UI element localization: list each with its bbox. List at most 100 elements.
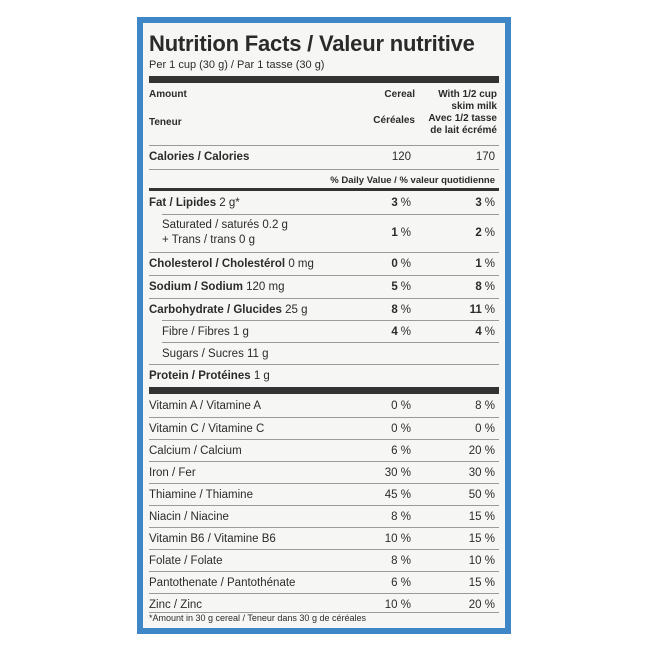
percent-sign: % bbox=[400, 257, 411, 270]
vitamin-milk: 20 % bbox=[468, 598, 495, 611]
nutrient-row-sodium: Sodium / Sodium 120 mg 5% 8% bbox=[149, 276, 499, 297]
vitamin-label: Vitamin C / Vitamine C bbox=[149, 422, 265, 435]
vitamin-label: Zinc / Zinc bbox=[149, 598, 203, 611]
vitamin-label: Vitamin B6 / Vitamine B6 bbox=[149, 532, 276, 545]
vitamin-milk: 15 % bbox=[468, 576, 495, 589]
divider bbox=[149, 298, 499, 299]
vitamin-cereal: 0 % bbox=[391, 422, 411, 435]
nutrient-row-cholesterol: Cholesterol / Cholestérol 0 mg 0% 1% bbox=[149, 253, 499, 274]
sodium-milk-dv: 8 bbox=[475, 280, 482, 293]
vitamin-cereal: 6 % bbox=[391, 576, 411, 589]
divider bbox=[149, 527, 499, 528]
sodium-label: Sodium / Sodium bbox=[149, 280, 243, 293]
percent-sign: % bbox=[484, 196, 495, 209]
cereal-header-en: Cereal bbox=[384, 89, 415, 100]
fibre-milk-dv: 4 bbox=[475, 325, 482, 338]
cereal-column-header: Cereal Céréales bbox=[373, 89, 415, 127]
calories-cereal: 120 bbox=[391, 150, 411, 163]
vitamin-milk: 15 % bbox=[468, 510, 495, 523]
milk-column-header: With 1/2 cup skim milk Avec 1/2 tasse de… bbox=[428, 89, 497, 137]
calories-row: Calories / Calories 120 170 bbox=[149, 146, 499, 167]
vitamin-cereal: 6 % bbox=[391, 444, 411, 457]
percent-sign: % bbox=[400, 303, 411, 316]
divider bbox=[149, 549, 499, 550]
nutrient-row-protein: Protein / Protéines 1 g bbox=[149, 365, 499, 386]
sugars-label: Sugars / Sucres 11 g bbox=[162, 347, 269, 360]
vitamin-row: Niacin / Niacine 8 % 15 % bbox=[149, 506, 499, 527]
nutrition-label-border: Nutrition Facts / Valeur nutritive Per 1… bbox=[137, 17, 511, 634]
vitamin-label: Iron / Fer bbox=[149, 466, 196, 479]
carbohydrate-milk-dv: 11 bbox=[469, 303, 482, 316]
sodium-amount: 120 mg bbox=[246, 280, 285, 293]
divider bbox=[149, 275, 499, 276]
divider bbox=[149, 505, 499, 506]
divider bbox=[162, 320, 499, 321]
thick-divider-top bbox=[149, 76, 499, 83]
carbohydrate-label: Carbohydrate / Glucides bbox=[149, 303, 282, 316]
vitamin-row: Iron / Fer 30 % 30 % bbox=[149, 462, 499, 483]
carbohydrate-amount: 25 g bbox=[285, 303, 308, 316]
vitamin-row: Folate / Folate 8 % 10 % bbox=[149, 550, 499, 571]
vitamin-row: Vitamin A / Vitamine A 0 % 8 % bbox=[149, 395, 499, 416]
nutrient-row-fibre: Fibre / Fibres 1 g 4% 4% bbox=[149, 321, 499, 342]
vitamin-cereal: 45 % bbox=[384, 488, 411, 501]
divider bbox=[149, 571, 499, 572]
nutrient-row-sugars: Sugars / Sucres 11 g bbox=[149, 343, 499, 364]
vitamin-row: Pantothenate / Pantothénate 6 % 15 % bbox=[149, 572, 499, 593]
divider bbox=[149, 593, 499, 594]
vitamin-row: Thiamine / Thiamine 45 % 50 % bbox=[149, 484, 499, 505]
percent-sign: % bbox=[400, 227, 411, 239]
divider bbox=[149, 169, 499, 170]
percent-sign: % bbox=[484, 325, 495, 338]
protein-label: Protein / Protéines bbox=[149, 369, 251, 382]
medium-divider bbox=[149, 188, 499, 191]
calories-label: Calories / Calories bbox=[149, 150, 250, 163]
amount-header: Amount bbox=[149, 89, 187, 100]
divider bbox=[149, 364, 499, 365]
milk-header-line3: Avec 1/2 tasse bbox=[428, 113, 497, 124]
nutrition-facts-panel: Nutrition Facts / Valeur nutritive Per 1… bbox=[143, 23, 505, 628]
vitamin-label: Vitamin A / Vitamine A bbox=[149, 399, 262, 412]
vitamin-milk: 8 % bbox=[475, 399, 495, 412]
divider bbox=[149, 145, 499, 146]
fat-label: Fat / Lipides bbox=[149, 196, 217, 209]
vitamin-cereal: 10 % bbox=[384, 598, 411, 611]
vitamin-label: Folate / Folate bbox=[149, 554, 223, 567]
cholesterol-amount: 0 mg bbox=[288, 257, 314, 270]
vitamin-row: Zinc / Zinc 10 % 20 % bbox=[149, 594, 499, 615]
nutrient-row-saturated-trans: Saturated / saturés 0.2 g + Trans / tran… bbox=[149, 215, 499, 251]
vitamin-cereal: 30 % bbox=[384, 466, 411, 479]
divider bbox=[149, 612, 499, 613]
calories-milk: 170 bbox=[475, 150, 495, 163]
divider bbox=[149, 439, 499, 440]
divider bbox=[149, 461, 499, 462]
vitamin-label: Pantothenate / Pantothénate bbox=[149, 576, 296, 589]
protein-amount: 1 g bbox=[253, 369, 270, 382]
saturated-label: Saturated / saturés 0.2 g bbox=[162, 219, 288, 231]
percent-sign: % bbox=[484, 303, 495, 316]
vitamin-row: Vitamin C / Vitamine C 0 % 0 % bbox=[149, 418, 499, 439]
nutrient-row-carbohydrate: Carbohydrate / Glucides 25 g 8% 11% bbox=[149, 299, 499, 320]
percent-sign: % bbox=[400, 196, 411, 209]
vitamin-cereal: 10 % bbox=[384, 532, 411, 545]
fat-amount: 2 g* bbox=[219, 196, 240, 209]
teneur-header: Teneur bbox=[149, 117, 182, 128]
fat-milk-dv: 3 bbox=[475, 196, 482, 209]
percent-sign: % bbox=[484, 257, 495, 270]
vitamin-cereal: 0 % bbox=[391, 399, 411, 412]
fat-cereal-dv: 3 bbox=[391, 196, 398, 209]
divider bbox=[149, 483, 499, 484]
cholesterol-milk-dv: 1 bbox=[475, 257, 482, 270]
milk-header-line4: de lait écrémé bbox=[430, 125, 497, 136]
vitamin-cereal: 8 % bbox=[391, 510, 411, 523]
carbohydrate-cereal-dv: 8 bbox=[391, 303, 398, 316]
cereal-header-fr: Céréales bbox=[373, 115, 415, 126]
cholesterol-cereal-dv: 0 bbox=[391, 257, 398, 270]
daily-value-header: % Daily Value / % valeur quotidienne bbox=[330, 175, 495, 186]
vitamin-label: Calcium / Calcium bbox=[149, 444, 242, 457]
milk-header-line1: With 1/2 cup bbox=[438, 89, 497, 100]
serving-size: Per 1 cup (30 g) / Par 1 tasse (30 g) bbox=[149, 59, 325, 71]
footnote: *Amount in 30 g cereal / Teneur dans 30 … bbox=[149, 613, 366, 623]
vitamin-milk: 50 % bbox=[468, 488, 495, 501]
divider bbox=[162, 342, 499, 343]
